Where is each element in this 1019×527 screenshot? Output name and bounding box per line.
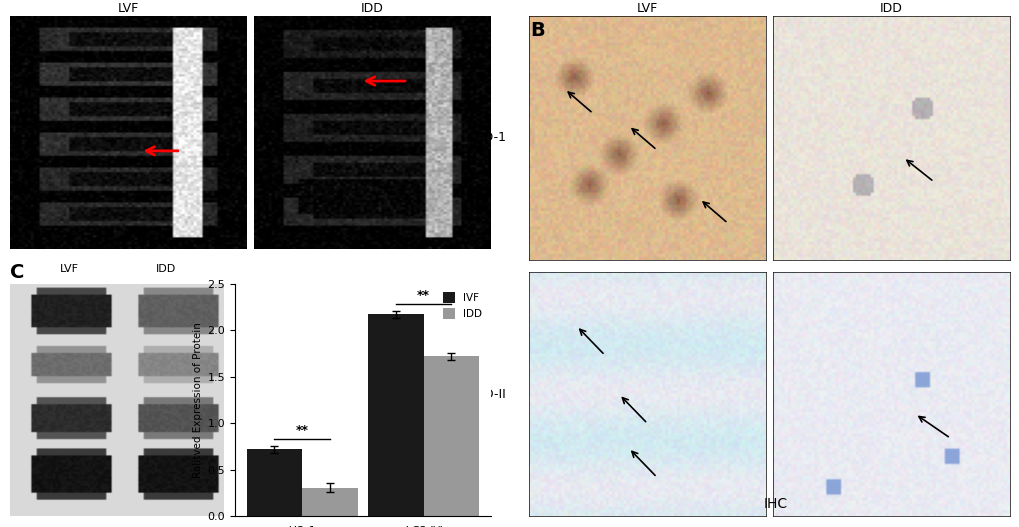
Text: **: **	[417, 289, 430, 302]
Text: IHC: IHC	[762, 497, 787, 511]
Text: LVF: LVF	[60, 264, 79, 274]
Bar	[423, 356, 479, 516]
Title: IDD: IDD	[879, 2, 902, 15]
Title: IDD: IDD	[361, 2, 383, 15]
Text: IDD: IDD	[156, 264, 175, 274]
Bar	[247, 450, 302, 516]
Bar	[368, 314, 423, 516]
Text: **: **	[296, 424, 309, 437]
Y-axis label: HO-1: HO-1	[474, 131, 505, 144]
Title: LVF: LVF	[636, 2, 657, 15]
Text: C: C	[10, 264, 24, 282]
Bar	[302, 487, 358, 516]
Title: LVF: LVF	[118, 2, 139, 15]
Legend: IVF, IDD: IVF, IDD	[439, 289, 485, 322]
Y-axis label: Ralitved Expression of Protein: Ralitved Expression of Protein	[194, 322, 203, 478]
Text: B: B	[530, 21, 544, 40]
Y-axis label: CO-II: CO-II	[475, 388, 505, 401]
Text: A: A	[10, 21, 25, 40]
